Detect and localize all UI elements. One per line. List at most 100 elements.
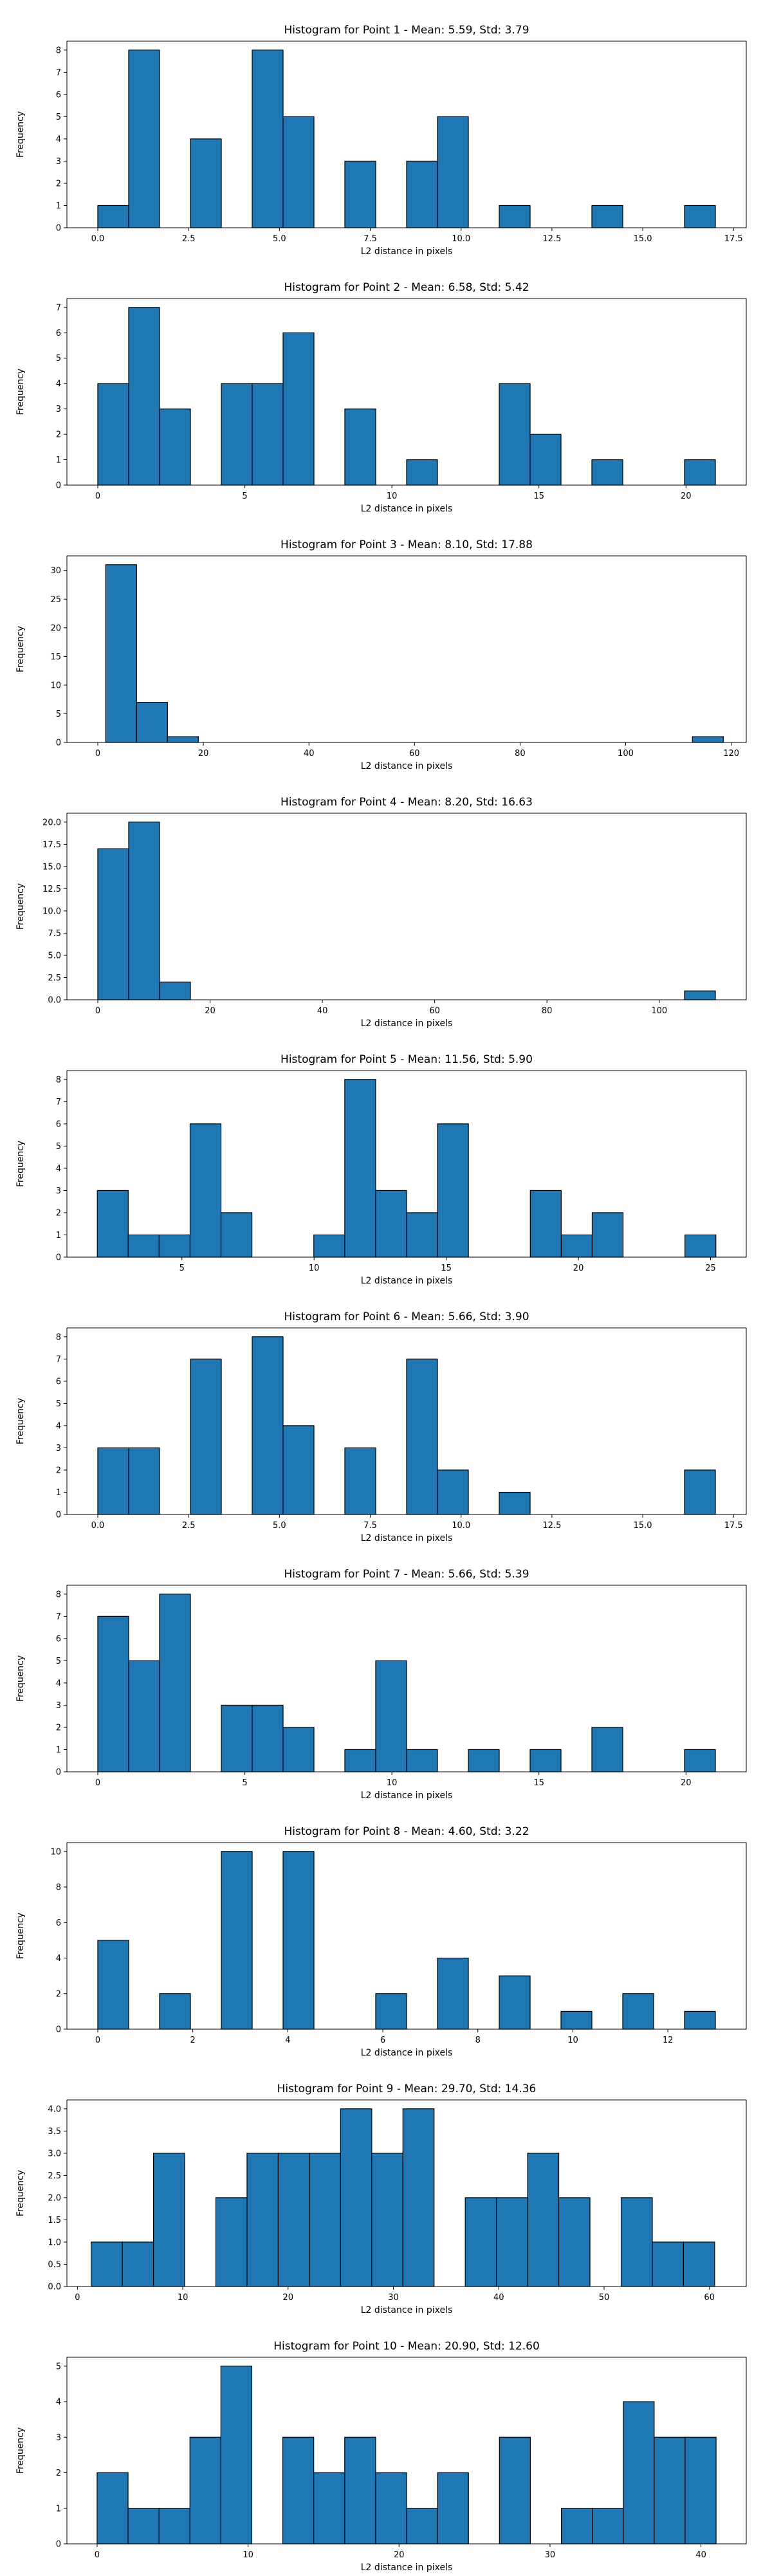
histogram-bar xyxy=(499,205,531,228)
y-tick-label: 1 xyxy=(56,2504,61,2514)
histogram-bar xyxy=(159,1993,191,2030)
y-tick-label: 2 xyxy=(56,1989,61,1999)
y-tick-label: 6 xyxy=(56,1119,61,1129)
y-tick-label: 0 xyxy=(56,224,61,234)
y-tick-label: 5 xyxy=(56,113,61,122)
x-tick-label: 10 xyxy=(309,1264,320,1273)
histogram-bar xyxy=(167,736,199,743)
x-tick-label: 12 xyxy=(663,2036,674,2045)
x-tick-label: 2.5 xyxy=(182,234,196,244)
y-tick-label: 8 xyxy=(56,1590,61,1599)
histogram-bar xyxy=(313,1234,345,1258)
y-tick-label: 3 xyxy=(56,1186,61,1196)
y-tick-label: 1.0 xyxy=(48,2238,61,2247)
histogram-bar xyxy=(340,2108,372,2287)
y-tick-label: 1 xyxy=(56,455,61,465)
y-tick-label: 25 xyxy=(50,595,61,605)
histogram-bar xyxy=(623,2401,655,2544)
histogram-bar xyxy=(499,383,531,486)
x-tick-label: 60 xyxy=(704,2293,715,2303)
x-tick-label: 10 xyxy=(178,2293,188,2303)
y-tick-label: 2 xyxy=(56,430,61,440)
y-tick-label: 8 xyxy=(56,1075,61,1085)
x-tick-label: 0 xyxy=(95,1778,100,1788)
y-tick-label: 6 xyxy=(56,1918,61,1928)
y-tick-label: 8 xyxy=(56,46,61,55)
histogram-bar xyxy=(246,2153,279,2287)
plot-frame xyxy=(66,41,747,228)
x-tick-label: 17.5 xyxy=(724,234,743,244)
x-tick-label: 5 xyxy=(179,1264,185,1273)
histogram-bar xyxy=(252,50,284,228)
x-tick-label: 20 xyxy=(198,749,209,759)
histogram-bars xyxy=(105,564,724,743)
histogram-bar xyxy=(313,2472,345,2544)
y-tick-label: 7 xyxy=(56,1355,61,1365)
chart-title: Histogram for Point 4 - Mean: 8.20, Std:… xyxy=(280,796,533,809)
x-tick-label: 4 xyxy=(285,2036,290,2045)
histogram-bar xyxy=(96,2472,129,2544)
x-tick-label: 5 xyxy=(242,1778,247,1788)
histogram-bar xyxy=(220,1212,253,1258)
y-tick-label: 0 xyxy=(56,1253,61,1263)
y-tick-label: 3 xyxy=(56,1701,61,1711)
x-tick-label: 15 xyxy=(533,1778,544,1788)
histogram-bars xyxy=(97,50,716,228)
y-tick-label: 0.5 xyxy=(48,2260,61,2270)
x-tick-label: 10.0 xyxy=(452,1521,470,1531)
x-tick-label: 120 xyxy=(723,749,739,759)
histogram-bar xyxy=(220,2366,253,2544)
histogram-bar xyxy=(560,1234,593,1258)
histogram-bar xyxy=(105,564,137,743)
x-tick-label: 25 xyxy=(705,1264,716,1273)
histogram-bar xyxy=(402,2108,435,2287)
histogram-bar xyxy=(159,981,191,1000)
plot-frame xyxy=(66,1585,747,1772)
histogram-panel-2: Histogram for Point 2 - Mean: 6.58, Std:… xyxy=(15,281,747,514)
y-tick-label: 5 xyxy=(56,1142,61,1152)
plot-frame xyxy=(66,2357,747,2544)
histogram-bars xyxy=(97,822,716,1000)
y-tick-label: 0 xyxy=(56,481,61,491)
y-tick-label: 8 xyxy=(56,1883,61,1893)
x-tick-label: 0.0 xyxy=(91,234,105,244)
histogram-bar xyxy=(127,1234,160,1258)
y-tick-label: 0 xyxy=(56,1768,61,1778)
y-tick-label: 6 xyxy=(56,90,61,100)
histogram-bar xyxy=(190,138,222,228)
plot-frame xyxy=(66,2099,747,2287)
histogram-bar xyxy=(127,2508,160,2544)
y-axis-label: Frequency xyxy=(15,2170,26,2216)
x-tick-label: 80 xyxy=(542,1006,553,1016)
histogram-bar xyxy=(97,848,129,1000)
y-tick-label: 0.0 xyxy=(48,996,61,1006)
histogram-bar xyxy=(692,736,724,743)
y-axis-label: Frequency xyxy=(15,1141,26,1187)
histogram-bar xyxy=(252,383,284,486)
y-tick-label: 1 xyxy=(56,201,61,211)
x-tick-label: 40 xyxy=(695,2550,706,2560)
x-tick-label: 20 xyxy=(573,1264,584,1273)
histogram-bar xyxy=(221,383,253,486)
histogram-bar xyxy=(375,1190,407,1258)
y-axis-label: Frequency xyxy=(15,1655,26,1702)
x-tick-label: 5 xyxy=(242,492,247,501)
histogram-bar xyxy=(282,332,315,486)
histogram-bars xyxy=(97,1594,716,1772)
x-axis-label: L2 distance in pixels xyxy=(361,2048,453,2058)
x-axis-label: L2 distance in pixels xyxy=(361,2305,453,2315)
chart-title: Histogram for Point 6 - Mean: 5.66, Std:… xyxy=(284,1311,529,1323)
histogram-bar xyxy=(464,2197,497,2287)
histogram-bar xyxy=(158,1234,191,1258)
y-tick-label: 2 xyxy=(56,1466,61,1475)
y-tick-label: 7 xyxy=(56,303,61,313)
histogram-bars xyxy=(97,1336,716,1515)
y-tick-label: 20 xyxy=(50,623,61,633)
y-tick-label: 4 xyxy=(56,1679,61,1688)
x-tick-label: 17.5 xyxy=(724,1521,743,1531)
y-axis-label: Frequency xyxy=(15,2427,26,2474)
y-tick-label: 12.5 xyxy=(42,885,61,894)
histogram-bar xyxy=(406,459,438,486)
histogram-bar xyxy=(560,2010,593,2030)
y-tick-label: 2 xyxy=(56,1723,61,1733)
